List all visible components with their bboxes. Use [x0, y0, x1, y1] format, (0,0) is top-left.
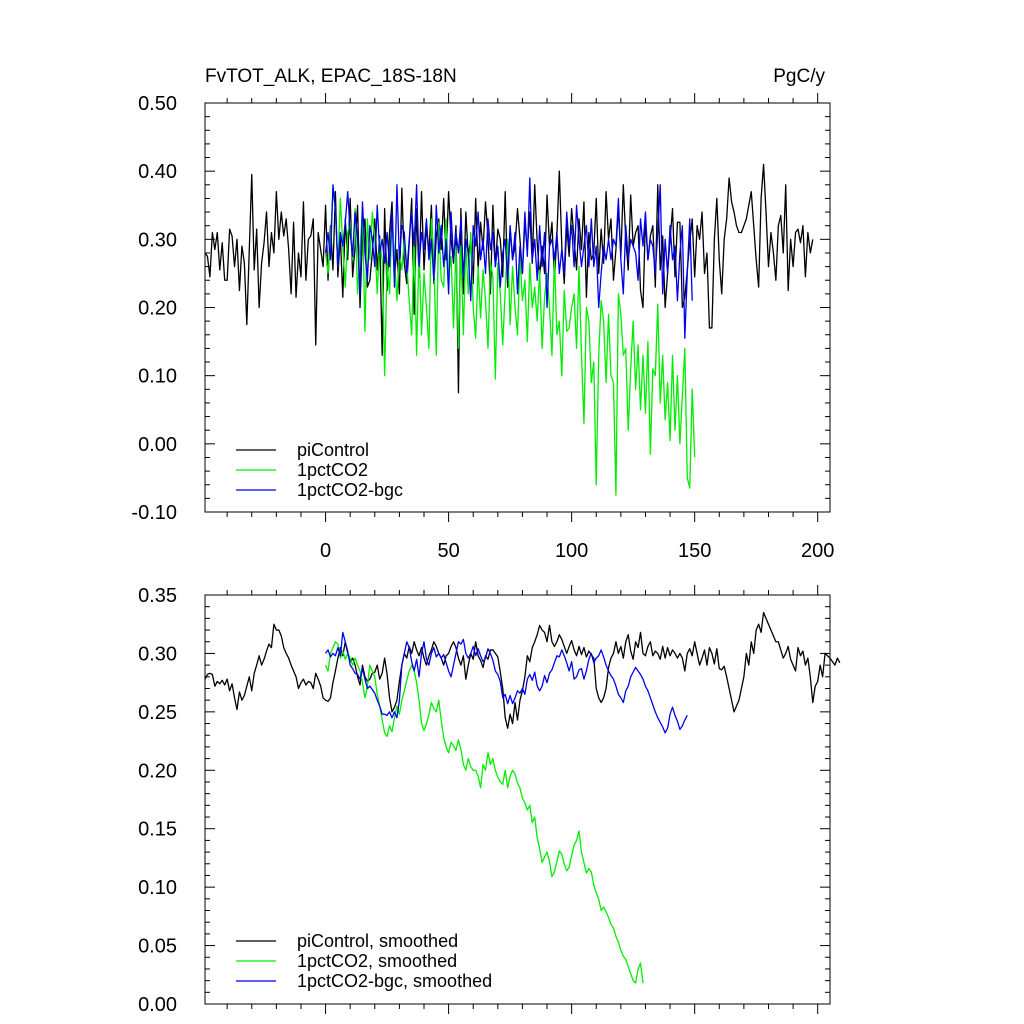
- bottom-series-line-2: [324, 641, 644, 984]
- bottom-ytick-label: 0.20: [138, 760, 177, 782]
- bottom-series-line-1: [204, 611, 841, 729]
- top-legend-label-2: 1pctCO2: [297, 460, 368, 480]
- bottom-ytick-label: 0.10: [138, 877, 177, 899]
- top-legend-label-1: piControl: [297, 440, 369, 460]
- top-ytick-label: 0.00: [138, 434, 177, 456]
- top-series-line-2: [324, 190, 696, 496]
- top-legend-label-3: 1pctCO2-bgc: [297, 480, 403, 500]
- top-ticks: -0.10 0.00 0.10 0.20 0.30 0.40 0.50 0 50 100 150 20…: [131, 93, 834, 562]
- top-title: FvTOT_ALK, EPAC_18S-18N: [205, 66, 457, 87]
- bottom-ytick-label: 0.25: [138, 702, 177, 724]
- bottom-legend-label-2: 1pctCO2, smoothed: [297, 951, 457, 971]
- bottom-ticks: 0.00 0.05 0.10 0.15 0.20 0.25 0.30 0.35: [138, 585, 830, 1016]
- bottom-ytick-label: 0.30: [138, 643, 177, 665]
- bottom-series-line-3: [325, 631, 688, 734]
- bottom-ytick-label: 0.05: [138, 936, 177, 958]
- top-ytick-label: 0.10: [138, 366, 177, 388]
- top-series-lines: [204, 163, 814, 496]
- bottom-plot-frame: [204, 594, 831, 1005]
- bottom-ytick-label: 0.00: [138, 994, 177, 1016]
- top-xtick-label: 150: [678, 540, 711, 562]
- top-xtick-label: 50: [437, 540, 459, 562]
- top-units: PgC/y: [773, 66, 825, 87]
- top-xtick-label: 100: [555, 540, 588, 562]
- top-ytick-label: 0.30: [138, 229, 177, 251]
- top-xtick-label: 200: [801, 540, 834, 562]
- bottom-series-lines: [204, 611, 841, 984]
- top-series-line-3: [324, 177, 693, 339]
- bottom-ytick-label: 0.15: [138, 819, 177, 841]
- bottom-legend-label-3: 1pctCO2-bgc, smoothed: [297, 971, 492, 991]
- top-ytick-label: -0.10: [131, 502, 177, 524]
- bottom-legend-label-1: piControl, smoothed: [297, 931, 458, 951]
- bottom-ytick-label: 0.35: [138, 585, 177, 607]
- top-ytick-label: 0.20: [138, 298, 177, 320]
- top-ytick-label: 0.40: [138, 161, 177, 183]
- top-xtick-label: 0: [320, 540, 331, 562]
- top-panel: FvTOT_ALK, EPAC_18S-18N PgC/y -0.10 0.00 0…: [131, 66, 834, 562]
- top-ytick-label: 0.50: [138, 93, 177, 115]
- bottom-panel: 0.00 0.05 0.10 0.15 0.20 0.25 0.30 0.35 piContr…: [138, 585, 841, 1016]
- top-plot-frame: [204, 102, 831, 513]
